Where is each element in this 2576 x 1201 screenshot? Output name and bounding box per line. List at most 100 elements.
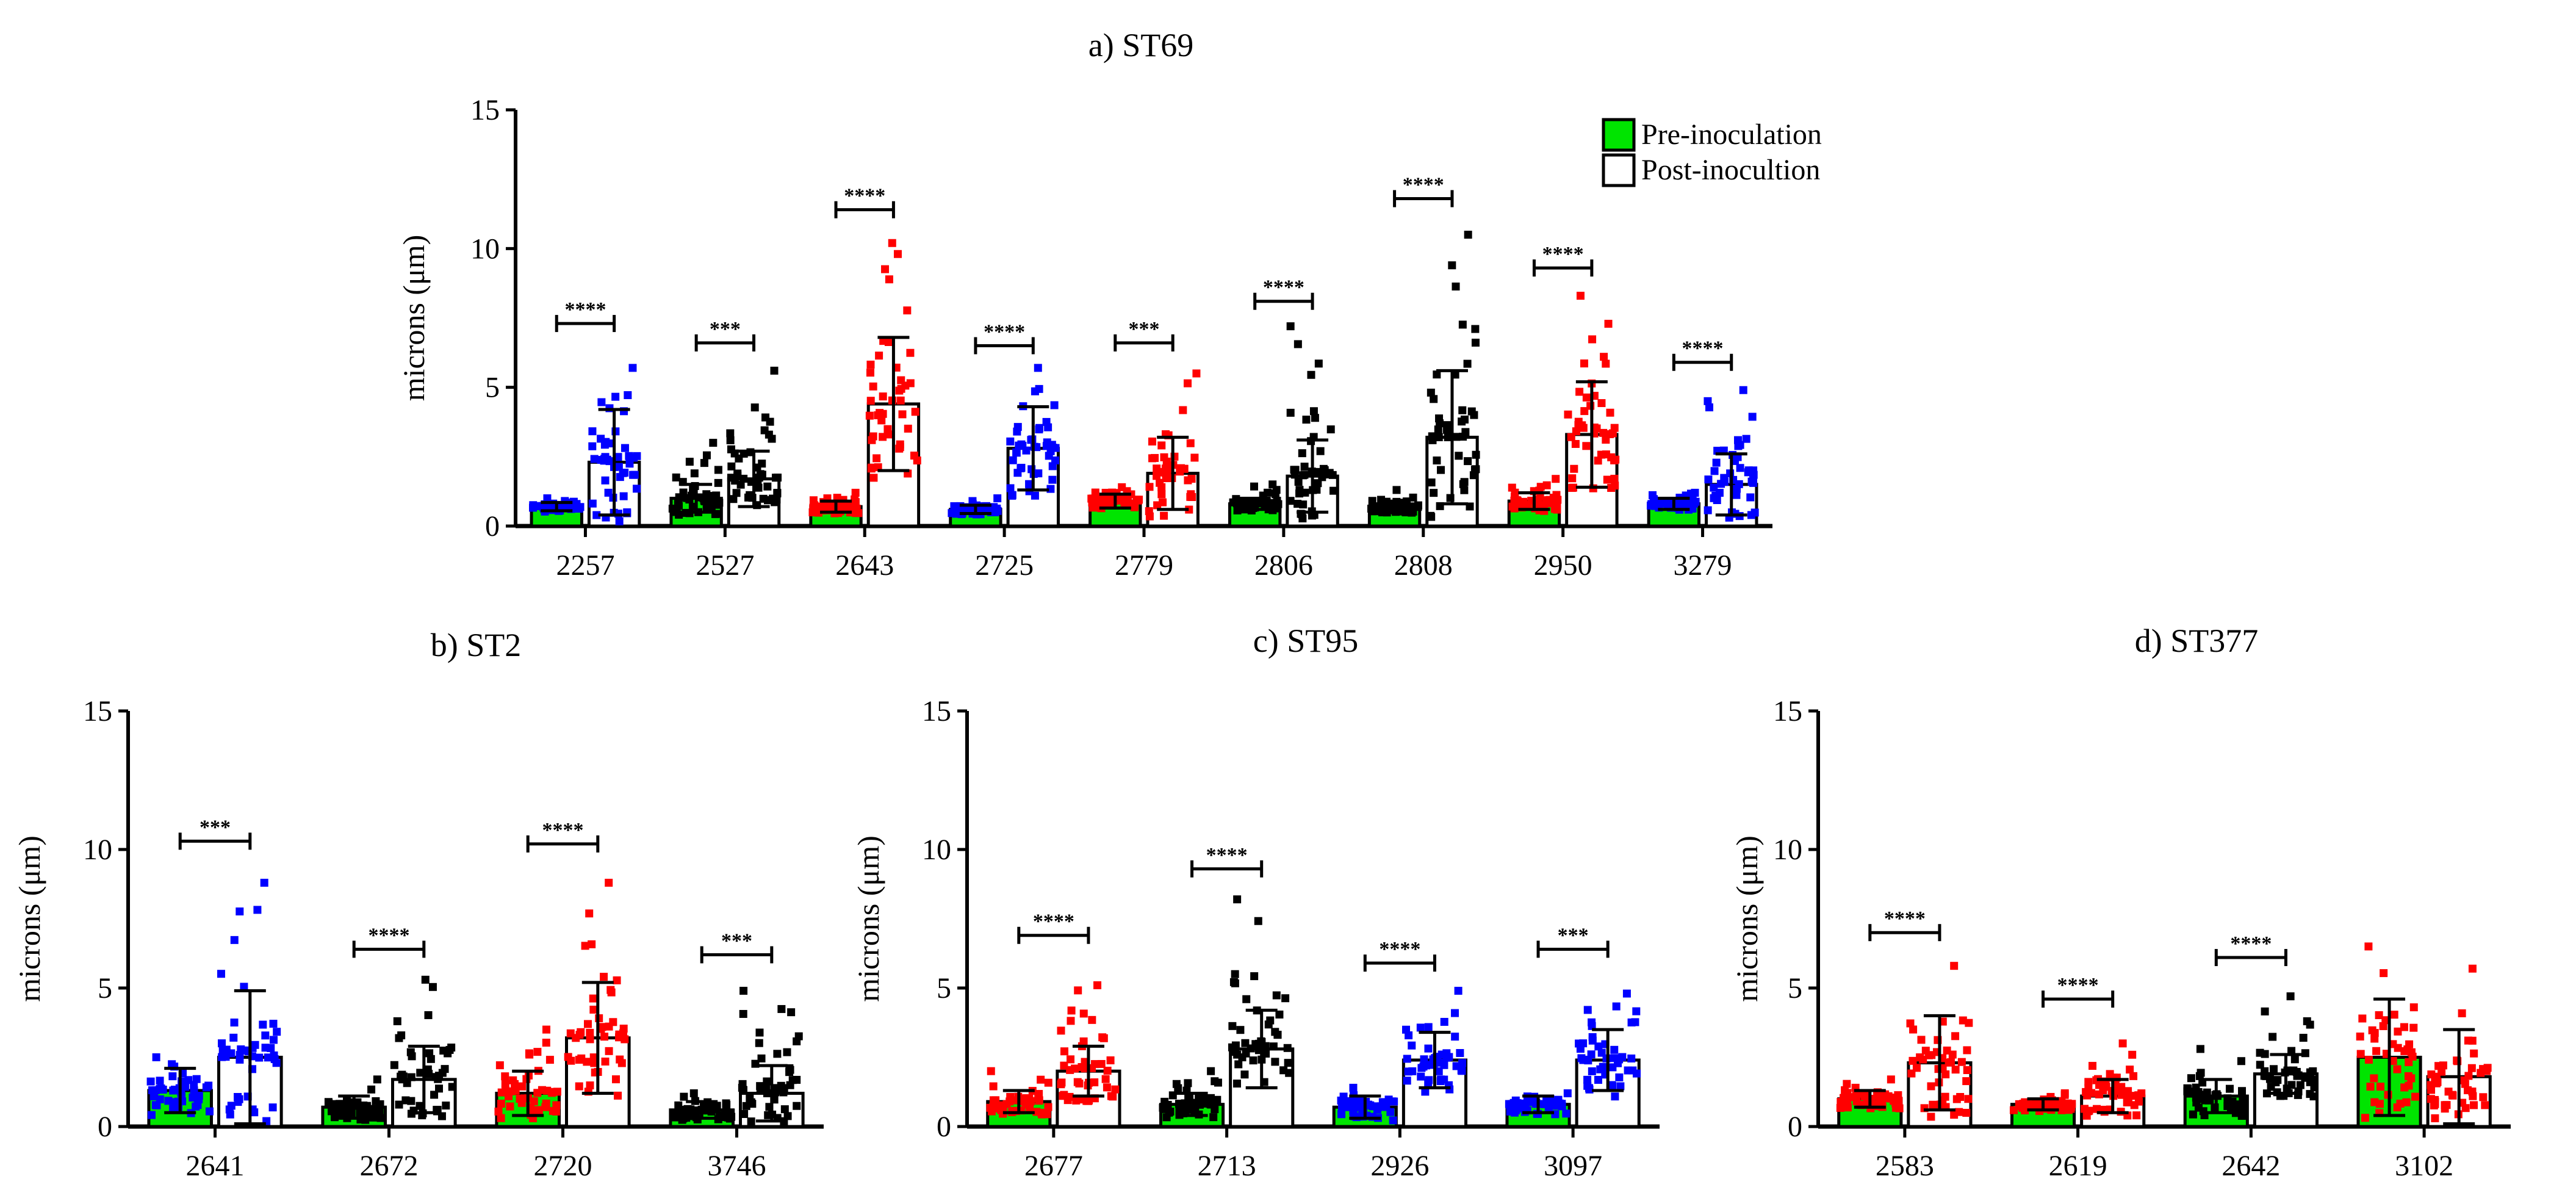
data-point — [739, 987, 748, 995]
x-tick-label: 2643 — [835, 549, 894, 582]
data-point — [2461, 1104, 2470, 1113]
data-point — [1157, 441, 1166, 450]
data-point — [190, 1081, 198, 1089]
data-point — [1927, 1082, 1935, 1091]
data-point — [424, 1011, 433, 1019]
data-point — [1073, 1078, 1082, 1086]
data-point — [152, 1053, 160, 1061]
data-point — [428, 983, 437, 991]
data-point — [542, 1039, 550, 1047]
data-point — [240, 983, 248, 991]
y-tick-label: 5 — [937, 972, 951, 1004]
data-point — [1272, 490, 1280, 499]
data-point — [2427, 1086, 2436, 1094]
data-point — [1927, 1051, 1936, 1059]
data-point — [1326, 425, 1335, 434]
data-point — [1035, 425, 1043, 434]
data-point — [793, 1102, 801, 1110]
data-point — [1109, 1092, 1117, 1101]
data-point — [716, 1111, 724, 1120]
data-point — [1195, 1094, 1203, 1102]
data-point — [614, 1091, 622, 1100]
data-point — [588, 427, 597, 436]
data-point — [1704, 397, 1712, 405]
data-point — [494, 1107, 503, 1116]
data-point — [1093, 981, 1102, 989]
data-point — [1563, 1089, 1572, 1098]
data-point — [509, 1076, 517, 1084]
data-point — [674, 502, 683, 510]
data-point — [771, 1084, 780, 1092]
data-point — [1467, 407, 1476, 416]
data-point — [1427, 478, 1436, 487]
data-point — [2481, 1101, 2489, 1109]
data-point — [2432, 1072, 2441, 1081]
data-point — [1505, 1100, 1513, 1108]
data-point — [986, 1103, 995, 1112]
data-point — [780, 1105, 789, 1114]
data-point — [1250, 482, 1258, 491]
data-point — [2187, 1074, 2195, 1083]
data-point — [495, 1061, 504, 1070]
data-point — [1145, 483, 1154, 491]
data-point — [1887, 1094, 1896, 1103]
data-point — [1582, 442, 1591, 450]
data-point — [2261, 1007, 2269, 1015]
data-point — [750, 403, 759, 412]
data-point — [865, 411, 874, 420]
x-tick-label: 2672 — [360, 1150, 419, 1182]
data-point — [1580, 407, 1589, 416]
data-point — [2261, 1050, 2269, 1058]
data-point — [170, 1086, 179, 1094]
panel-title: b) ST2 — [431, 627, 522, 663]
data-point — [729, 495, 738, 503]
data-point — [168, 1072, 177, 1081]
data-point — [2189, 1110, 2197, 1119]
data-point — [1546, 498, 1555, 507]
data-point — [390, 1061, 398, 1069]
data-point — [2394, 1027, 2402, 1036]
data-point — [1460, 478, 1469, 486]
data-point — [1597, 450, 1605, 459]
data-point — [1311, 414, 1319, 422]
data-point — [2273, 1076, 2282, 1084]
data-point — [501, 1086, 509, 1094]
data-point — [1273, 1031, 1282, 1039]
data-point — [2458, 1009, 2466, 1017]
data-point — [2267, 1083, 2275, 1091]
data-point — [564, 1053, 572, 1061]
data-point — [1184, 1093, 1193, 1102]
data-point — [1424, 1044, 1433, 1053]
data-point — [542, 1099, 550, 1108]
data-point — [431, 1073, 440, 1081]
data-point — [1067, 1017, 1075, 1025]
data-point — [393, 1017, 401, 1025]
data-point — [615, 1033, 624, 1042]
data-point — [1962, 1077, 1971, 1086]
data-point — [808, 508, 817, 517]
data-point — [2448, 1091, 2457, 1100]
data-point — [575, 1082, 583, 1091]
data-point — [218, 1039, 226, 1048]
x-tick-label: 2725 — [975, 549, 1034, 582]
data-point — [2118, 1039, 2127, 1048]
data-point — [1542, 1096, 1551, 1105]
data-point — [896, 396, 905, 405]
data-point — [1909, 1025, 1918, 1034]
data-point — [1008, 491, 1016, 500]
data-point — [1649, 491, 1657, 499]
data-point — [1286, 497, 1295, 505]
data-point — [531, 1106, 540, 1114]
data-point — [1615, 1055, 1624, 1064]
data-point — [2310, 1083, 2319, 1092]
data-point — [759, 494, 768, 503]
data-point — [1183, 1102, 1192, 1110]
data-point — [1179, 406, 1187, 414]
x-tick-label: 2527 — [696, 549, 754, 582]
data-point — [736, 480, 745, 489]
x-tick-label: 3279 — [1674, 549, 1732, 582]
data-point — [497, 1100, 505, 1108]
data-point — [264, 1053, 272, 1062]
y-tick-label: 5 — [98, 972, 112, 1004]
data-point — [2400, 1023, 2408, 1031]
